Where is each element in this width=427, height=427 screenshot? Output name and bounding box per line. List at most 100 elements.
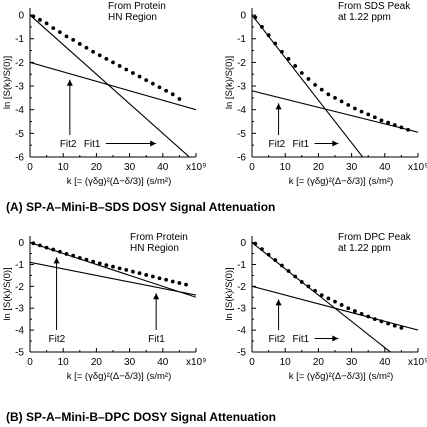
fit1-label: Fit1	[84, 139, 101, 150]
data-point	[306, 77, 311, 81]
x-axis-label: k [= (γδg)²(Δ−δ/3)] (s/m²)	[289, 176, 394, 187]
data-point	[71, 38, 76, 42]
fit2-arrowhead	[275, 299, 282, 306]
data-point	[333, 299, 337, 304]
y-tick-label: -3	[15, 82, 24, 93]
data-point	[157, 276, 162, 281]
data-point	[299, 71, 304, 75]
caption-b: (B) SP-A–Mini-B–DPC DOSY Signal Attenuat…	[6, 410, 276, 424]
data-point	[372, 115, 377, 120]
data-point	[279, 49, 284, 54]
data-point	[253, 241, 258, 246]
x-tick-label-multiplier: x10⁹	[408, 357, 427, 368]
y-tick-label: -5	[15, 129, 24, 140]
data-point	[104, 263, 109, 268]
data-point	[117, 64, 122, 68]
data-point	[286, 56, 291, 61]
y-tick-label: -3	[15, 304, 24, 315]
y-tick-label: -1	[237, 260, 246, 271]
x-tick-label: 30	[124, 357, 136, 368]
panel-annotation: HN Region	[130, 243, 179, 254]
fit2-label: Fit2	[60, 139, 77, 150]
data-point	[144, 273, 149, 277]
data-point	[333, 95, 337, 100]
data-point	[124, 268, 129, 272]
x-tick-label: 10	[58, 357, 70, 368]
data-point	[91, 49, 95, 54]
x-tick-label-multiplier: x10⁹	[186, 357, 206, 368]
data-point	[293, 274, 298, 279]
data-point	[313, 288, 317, 293]
x-axis-label: k [= (γδg)²(Δ−δ/3)] (s/m²)	[67, 371, 172, 382]
data-point	[157, 85, 162, 90]
y-tick-label: 0	[240, 11, 246, 22]
data-point	[266, 252, 271, 257]
fit2-arrowhead	[66, 79, 73, 86]
fit2-label: Fit2	[269, 139, 286, 150]
data-point	[97, 53, 102, 58]
data-point	[137, 271, 142, 276]
data-point	[104, 56, 109, 61]
data-point	[346, 103, 351, 107]
panel-annotation: at 1.22 ppm	[338, 243, 391, 254]
x-tick-label: 40	[157, 357, 169, 368]
data-point	[111, 60, 115, 65]
y-tick-label: -4	[15, 326, 24, 337]
data-point	[44, 21, 49, 26]
data-point	[124, 67, 129, 72]
data-point	[313, 82, 317, 87]
data-point	[170, 279, 175, 284]
x-tick-label-multiplier: x10⁹	[186, 162, 206, 173]
data-point	[253, 15, 258, 20]
data-point	[117, 266, 122, 271]
x-tick-label: 20	[313, 357, 325, 368]
panel-annotation: From Protein	[108, 1, 166, 12]
fit-line-fit1	[252, 90, 418, 133]
x-tick-label: 10	[280, 162, 292, 173]
fit1-arrowhead	[332, 335, 339, 342]
data-point	[77, 255, 82, 260]
data-point	[164, 88, 169, 93]
data-point	[379, 118, 384, 123]
fit-line-fit2	[252, 242, 392, 352]
y-tick-label: -6	[237, 153, 246, 164]
y-tick-label: -2	[15, 282, 24, 293]
data-point	[386, 321, 391, 326]
data-point	[353, 106, 357, 111]
fit2-label: Fit2	[49, 334, 66, 345]
fit-line-fit2	[30, 242, 196, 298]
y-tick-label: -6	[15, 153, 24, 164]
data-point	[353, 309, 357, 313]
y-tick-label: 0	[18, 238, 24, 249]
x-axis-label: k [= (γδg)²(Δ−δ/3)] (s/m²)	[289, 371, 394, 382]
data-point	[392, 323, 397, 328]
x-tick-label: 40	[379, 357, 391, 368]
y-tick-label: -1	[15, 260, 24, 271]
data-point	[346, 306, 351, 311]
data-point	[131, 71, 135, 75]
panel-annotation: From SDS Peak	[338, 1, 411, 12]
data-point	[260, 25, 264, 29]
data-point	[31, 241, 36, 246]
data-point	[366, 314, 371, 319]
data-point	[177, 97, 182, 101]
data-point	[51, 247, 56, 252]
x-tick-label: 20	[91, 357, 103, 368]
y-tick-label: -5	[237, 129, 246, 140]
x-tick-label: 30	[346, 357, 358, 368]
data-point	[51, 26, 56, 31]
data-point	[64, 34, 69, 39]
fit2-arrowhead	[53, 257, 60, 264]
data-point	[260, 247, 264, 252]
data-point	[170, 92, 175, 97]
y-axis-label: ln [S(k)/S(0)]	[224, 56, 235, 109]
x-tick-label: 40	[157, 162, 169, 173]
y-tick-label: -4	[237, 326, 246, 337]
x-axis-label: k [= (γδg)²(Δ−δ/3)] (s/m²)	[67, 176, 172, 187]
panel-annotation: From DPC Peak	[338, 232, 412, 243]
data-point	[392, 123, 397, 127]
fit1-arrowhead	[332, 140, 339, 147]
